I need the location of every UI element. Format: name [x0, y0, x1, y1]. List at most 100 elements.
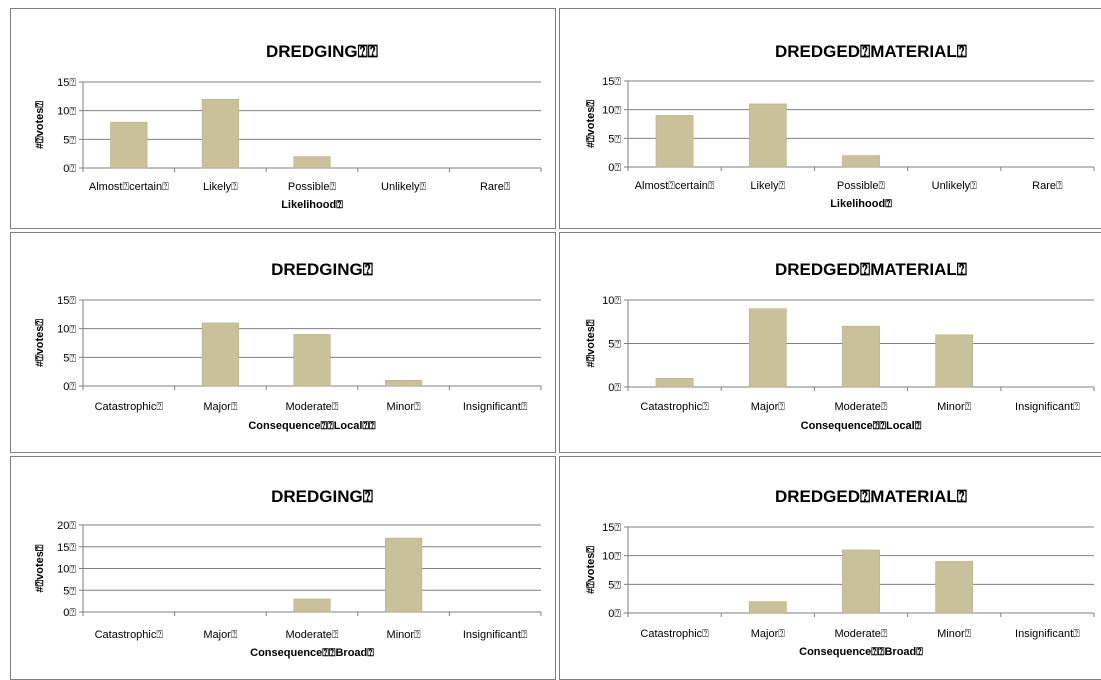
y-tick-label: 5⍰ — [63, 352, 76, 364]
y-tick-label: 20⍰ — [57, 520, 76, 532]
x-tick-label: Catastrophic⍰ — [95, 401, 164, 413]
x-tick-label: Insignificant⍰ — [1015, 401, 1080, 413]
y-axis-label: #⍰votes⍰ — [34, 101, 46, 149]
y-tick-label: 10⍰ — [57, 324, 76, 336]
y-tick-label: 5⍰ — [63, 134, 76, 146]
x-tick-label: Rare⍰ — [1032, 180, 1063, 192]
x-tick-label: Major⍰ — [751, 628, 786, 640]
x-tick-label: Insignificant⍰ — [463, 629, 528, 641]
y-tick-label: 10⍰ — [602, 295, 621, 307]
bar-1 — [201, 322, 239, 387]
bar-0 — [655, 115, 694, 168]
x-tick-label: Major⍰ — [203, 401, 238, 413]
chart-title: DREDGED⍰MATERIAL⍰ — [775, 260, 967, 279]
x-tick-label: Possible⍰ — [288, 181, 337, 193]
y-tick-label: 5⍰ — [608, 339, 621, 351]
chart-panel-dredging-broad: DREDGING⍰ 0⍰ 5⍰ 10⍰ 15⍰ 20⍰ Catastrophic⍰ Major… — [10, 456, 556, 680]
y-axis-label: #⍰votes⍰ — [34, 319, 46, 367]
chart-title: DREDGING⍰ — [271, 487, 373, 506]
y-tick-label: 0⍰ — [608, 382, 621, 394]
bar-2 — [842, 325, 880, 388]
bar-2 — [842, 155, 880, 168]
x-axis-label: Consequence⍰⍰Broad⍰ — [799, 646, 923, 658]
chart-title: DREDGING⍰⍰ — [266, 42, 378, 61]
bar-2 — [293, 156, 331, 169]
x-tick-label: Minor⍰ — [387, 401, 422, 413]
bar-2 — [293, 334, 331, 387]
x-tick-label: Minor⍰ — [937, 628, 972, 640]
y-tick-label: 10⍰ — [602, 551, 621, 563]
y-tick-label: 0⍰ — [63, 607, 76, 619]
x-tick-label: Rare⍰ — [480, 181, 511, 193]
chart-title: DREDGED⍰MATERIAL⍰ — [775, 487, 967, 506]
y-axis-label: #⍰votes⍰ — [585, 319, 597, 367]
x-tick-label: Catastrophic⍰ — [640, 628, 709, 640]
chart-title: DREDGED⍰MATERIAL⍰ — [775, 42, 967, 61]
x-tick-label: Moderate⍰ — [834, 628, 887, 640]
y-tick-label: 15⍰ — [602, 522, 621, 534]
y-tick-label: 5⍰ — [608, 579, 621, 591]
bar-1 — [748, 103, 787, 168]
x-tick-label: Unlikely⍰ — [381, 181, 427, 193]
y-tick-label: 15⍰ — [57, 542, 76, 554]
bar-3 — [935, 561, 974, 614]
x-tick-label: Unlikely⍰ — [932, 180, 978, 192]
chart-svg: DREDGED⍰MATERIAL⍰ 0⍰ 5⍰ 10⍰ 15⍰ Almost⍰certai… — [585, 42, 1095, 210]
y-tick-label: 10⍰ — [602, 105, 621, 117]
y-tick-label: 0⍰ — [63, 381, 76, 393]
chart-svg: DREDGED⍰MATERIAL⍰ 0⍰ 5⍰ 10⍰ Catastrophic⍰ Maj… — [585, 260, 1095, 432]
x-tick-label: Moderate⍰ — [834, 401, 887, 413]
x-axis-label: Likelihood⍰ — [830, 198, 892, 210]
x-tick-label: Insignificant⍰ — [1015, 628, 1080, 640]
y-tick-label: 10⍰ — [57, 564, 76, 576]
bar-3 — [385, 537, 423, 613]
chart-panel-dredging-likelihood: DREDGING⍰⍰ 0⍰ 5⍰ 10⍰ 15⍰ Almost⍰certain⍰ Likel… — [10, 8, 556, 229]
x-tick-label: Almost⍰certain⍰ — [635, 180, 715, 192]
x-axis-label: Likelihood⍰ — [281, 199, 343, 211]
x-axis-label: Consequence⍰⍰Local⍰⍰ — [248, 420, 376, 432]
chart-panel-material-broad: DREDGED⍰MATERIAL⍰ 0⍰ 5⍰ 10⍰ 15⍰ Catastrophic⍰… — [559, 456, 1101, 680]
bar-0 — [655, 378, 694, 388]
chart-panel-material-local: DREDGED⍰MATERIAL⍰ 0⍰ 5⍰ 10⍰ Catastrophic⍰ Maj… — [559, 232, 1101, 453]
chart-svg: DREDGED⍰MATERIAL⍰ 0⍰ 5⍰ 10⍰ 15⍰ Catastrophic⍰… — [585, 487, 1095, 658]
x-tick-label: Moderate⍰ — [285, 629, 338, 641]
y-tick-label: 0⍰ — [608, 608, 621, 620]
chart-panel-material-likelihood: DREDGED⍰MATERIAL⍰ 0⍰ 5⍰ 10⍰ 15⍰ Almost⍰certai… — [559, 8, 1101, 229]
y-axis-label: #⍰votes⍰ — [585, 546, 597, 594]
chart-svg: DREDGING⍰ 0⍰ 5⍰ 10⍰ 15⍰ 20⍰ Catastrophic⍰ Major… — [34, 487, 542, 659]
x-tick-label: Possible⍰ — [837, 180, 886, 192]
bar-1 — [201, 98, 239, 169]
bar-0 — [110, 121, 148, 169]
y-tick-label: 5⍰ — [63, 585, 76, 597]
chart-svg: DREDGING⍰ 0⍰ 5⍰ 10⍰ 15⍰ Catastrophic⍰ Major⍰ Mo… — [34, 260, 542, 432]
x-axis-label: Consequence⍰⍰Broad⍰ — [250, 647, 374, 659]
x-tick-label: Catastrophic⍰ — [95, 629, 164, 641]
x-tick-label: Likely⍰ — [203, 181, 238, 193]
y-tick-label: 0⍰ — [608, 162, 621, 174]
y-axis-label: #⍰votes⍰ — [34, 544, 46, 592]
y-tick-label: 5⍰ — [608, 133, 621, 145]
x-tick-label: Moderate⍰ — [285, 401, 338, 413]
y-axis-label: #⍰votes⍰ — [585, 100, 597, 148]
chart-svg: DREDGING⍰⍰ 0⍰ 5⍰ 10⍰ 15⍰ Almost⍰certain⍰ Likel… — [34, 42, 542, 211]
bar-1 — [748, 308, 787, 388]
x-tick-label: Major⍰ — [751, 401, 786, 413]
y-tick-label: 10⍰ — [57, 106, 76, 118]
bar-3 — [935, 334, 974, 388]
x-tick-label: Almost⍰certain⍰ — [89, 181, 169, 193]
bar-1 — [748, 601, 787, 614]
bar-3 — [385, 380, 423, 387]
y-tick-label: 15⍰ — [57, 295, 76, 307]
bar-2 — [293, 598, 331, 613]
chart-title: DREDGING⍰ — [271, 260, 373, 279]
chart-panel-dredging-local: DREDGING⍰ 0⍰ 5⍰ 10⍰ 15⍰ Catastrophic⍰ Major⍰ Mo… — [10, 232, 556, 453]
y-tick-label: 15⍰ — [602, 76, 621, 88]
bar-2 — [842, 549, 880, 614]
x-tick-label: Minor⍰ — [937, 401, 972, 413]
x-tick-label: Minor⍰ — [387, 629, 422, 641]
x-tick-label: Major⍰ — [203, 629, 238, 641]
y-tick-label: 15⍰ — [57, 77, 76, 89]
x-tick-label: Insignificant⍰ — [463, 401, 528, 413]
x-tick-label: Catastrophic⍰ — [640, 401, 709, 413]
x-tick-label: Likely⍰ — [750, 180, 785, 192]
